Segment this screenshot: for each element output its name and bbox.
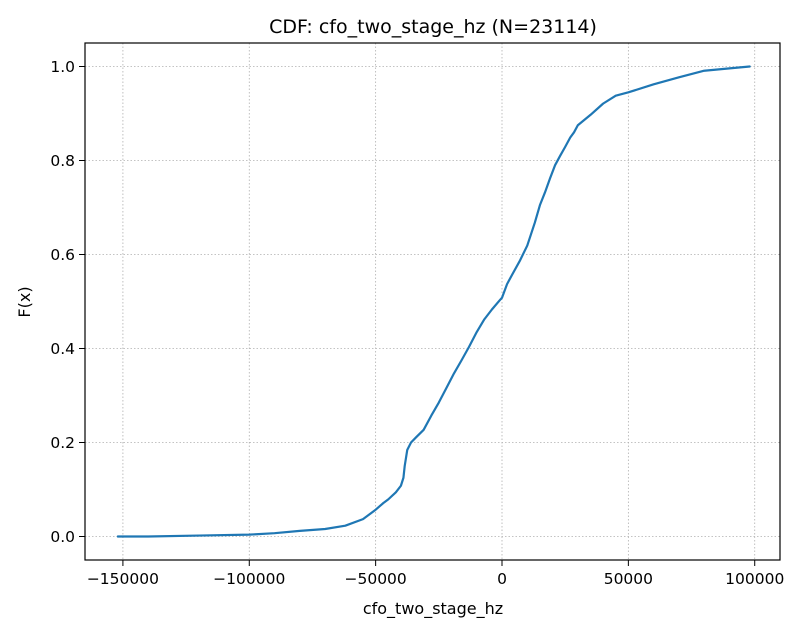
y-tick-label: 0.6 bbox=[50, 246, 75, 264]
x-tick-label: −50000 bbox=[344, 570, 406, 588]
plot-frame bbox=[84, 42, 781, 561]
x-tick-label: −100000 bbox=[213, 570, 285, 588]
y-tick-label: 0.0 bbox=[50, 528, 75, 546]
x-tick-label: 50000 bbox=[604, 570, 653, 588]
y-tick-label: 1.0 bbox=[50, 58, 75, 76]
tick-layer: −150000 −100000 −50000 0 50000 100000 0.0 0.2 0.… bbox=[50, 58, 784, 588]
y-tick-label: 0.2 bbox=[50, 434, 75, 452]
x-tick-label: −150000 bbox=[87, 570, 159, 588]
chart-title: CDF: cfo_two_stage_hz (N=23114) bbox=[269, 16, 597, 38]
y-tick-label: 0.8 bbox=[50, 152, 75, 170]
y-tick-label: 0.4 bbox=[50, 340, 75, 358]
y-axis-label: F(x) bbox=[15, 286, 34, 317]
x-tick-label: 0 bbox=[497, 570, 507, 588]
series-layer bbox=[116, 65, 751, 538]
x-axis-label: cfo_two_stage_hz bbox=[363, 599, 503, 619]
cdf-series-line bbox=[116, 65, 751, 538]
grid-layer bbox=[85, 43, 780, 560]
x-tick-label: 100000 bbox=[725, 570, 784, 588]
